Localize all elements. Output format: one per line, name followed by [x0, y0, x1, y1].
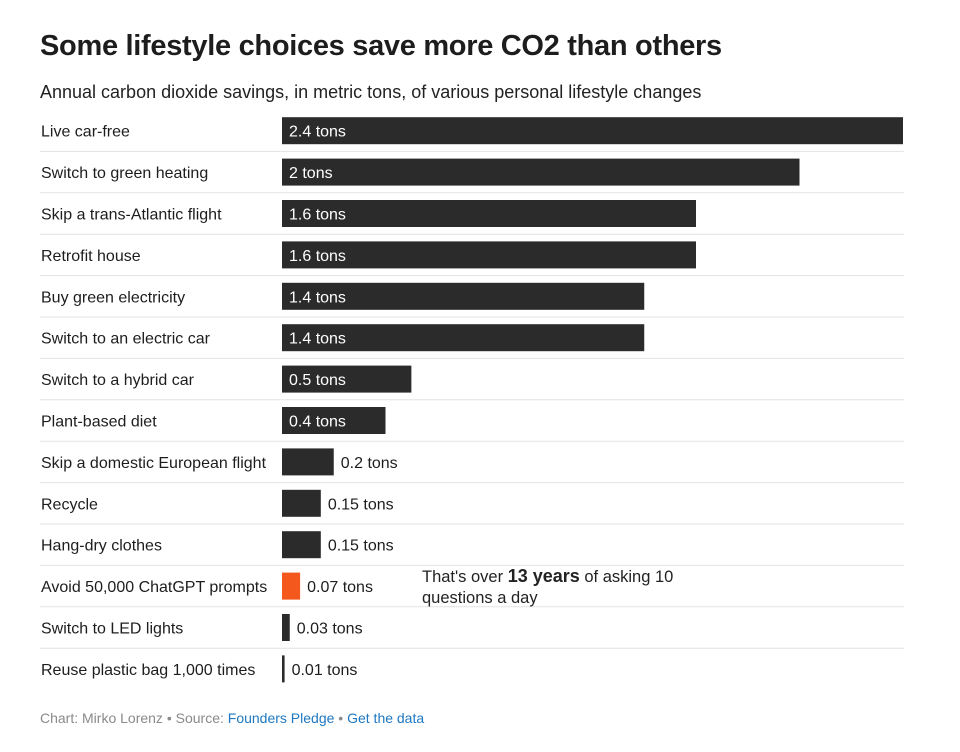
- value-label: 1.4 tons: [289, 289, 346, 306]
- chart-title: Some lifestyle choices save more CO2 tha…: [40, 30, 722, 62]
- category-label: Skip a domestic European flight: [41, 455, 267, 472]
- source-link[interactable]: Founders Pledge: [227, 710, 335, 726]
- chart-subtitle: Annual carbon dioxide savings, in metric…: [40, 82, 702, 102]
- category-label: Buy green electricity: [41, 289, 185, 306]
- category-label: Recycle: [41, 496, 98, 513]
- value-label: 0.01 tons: [292, 662, 358, 679]
- bar: [282, 407, 386, 434]
- bar: [282, 531, 321, 559]
- value-label: 0.07 tons: [307, 579, 373, 596]
- footer-separator-2: •: [338, 710, 344, 726]
- value-label: 0.2 tons: [341, 455, 398, 472]
- bar: [282, 572, 301, 600]
- category-label: Reuse plastic bag 1,000 times: [41, 662, 255, 679]
- bar: [282, 489, 321, 517]
- get-data-link[interactable]: Get the data: [347, 710, 425, 726]
- category-label: Skip a trans-Atlantic flight: [41, 207, 222, 224]
- value-label: 2.4 tons: [289, 124, 346, 141]
- value-label: 1.4 tons: [289, 331, 346, 348]
- bar: [282, 241, 696, 269]
- category-label: Switch to a hybrid car: [41, 372, 195, 389]
- bar: [282, 324, 645, 352]
- value-label: 0.15 tons: [328, 496, 394, 513]
- category-label: Switch to an electric car: [41, 331, 211, 348]
- annotation-suffix: of asking 10 questions a day: [422, 568, 674, 607]
- bar: [282, 365, 412, 393]
- bar: [282, 282, 645, 310]
- credit-text: Chart: Mirko Lorenz: [40, 710, 163, 726]
- value-label: 1.6 tons: [289, 248, 346, 265]
- footer-separator: •: [166, 710, 172, 726]
- chatgpt-annotation: That's over 13 years of asking 10 questi…: [422, 566, 722, 609]
- bar-chart: Live car-free 2.4 tons Switch to green hea…: [40, 117, 904, 683]
- value-label: 2 tons: [289, 165, 333, 182]
- bar: [282, 158, 800, 186]
- category-label: Switch to green heating: [41, 165, 208, 182]
- value-label: 0.5 tons: [289, 372, 346, 389]
- annotation-highlight: 13 years: [507, 566, 580, 586]
- value-label: 0.4 tons: [289, 414, 346, 431]
- value-label: 0.03 tons: [297, 621, 363, 638]
- value-label: 1.6 tons: [289, 207, 346, 224]
- bar: [282, 614, 290, 641]
- value-label: 0.15 tons: [328, 538, 394, 555]
- bar: [282, 117, 903, 145]
- bar: [282, 448, 334, 476]
- annotation-prefix: That's over: [422, 568, 508, 586]
- chart-footer: Chart: Mirko Lorenz • Source: Founders P…: [40, 710, 424, 726]
- category-label: Plant-based diet: [41, 414, 157, 431]
- category-label: Switch to LED lights: [41, 621, 183, 638]
- category-label: Retrofit house: [41, 248, 141, 265]
- category-label: Hang-dry clothes: [41, 538, 162, 555]
- bar: [282, 655, 285, 683]
- source-label: Source:: [175, 710, 224, 726]
- category-label: Avoid 50,000 ChatGPT prompts: [41, 579, 267, 596]
- category-label: Live car-free: [41, 124, 130, 141]
- bar: [282, 200, 696, 227]
